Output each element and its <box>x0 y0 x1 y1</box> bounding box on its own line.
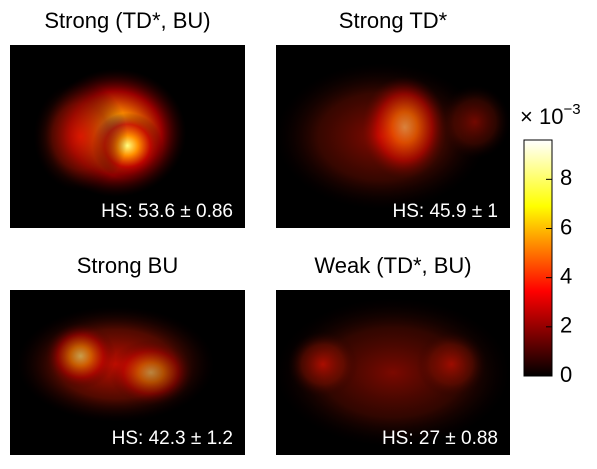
panel-title: Strong (TD*, BU) <box>44 8 210 33</box>
panel-title: Strong BU <box>77 253 179 278</box>
hs-annotation: HS: 45.9 ± 1 <box>393 201 498 222</box>
panel-title: Strong TD* <box>339 8 448 33</box>
heatmap-blob <box>276 63 487 210</box>
hs-annotation: HS: 27 ± 0.88 <box>382 428 498 449</box>
heatmap-blob <box>33 81 128 192</box>
colorbar-tick-label: 8 <box>560 165 572 190</box>
heatmap-blob <box>416 331 487 398</box>
heatmap-blob <box>108 339 194 406</box>
colorbar-tick-label: 6 <box>560 214 572 239</box>
colorbar <box>523 139 553 377</box>
heatmap-blob <box>287 331 358 398</box>
hs-annotation: HS: 42.3 ± 1.2 <box>112 428 233 449</box>
heatmap-blob <box>439 85 510 159</box>
panel-title: Weak (TD*, BU) <box>314 253 471 278</box>
hs-annotation: HS: 53.6 ± 0.86 <box>101 201 233 222</box>
colorbar-tick-label: 4 <box>560 263 572 288</box>
colorbar-tick-label: 0 <box>560 362 572 387</box>
colorbar-label: × 10−3 <box>520 101 581 129</box>
colorbar-tick-label: 2 <box>560 313 572 338</box>
heatmap-blob <box>45 323 116 389</box>
